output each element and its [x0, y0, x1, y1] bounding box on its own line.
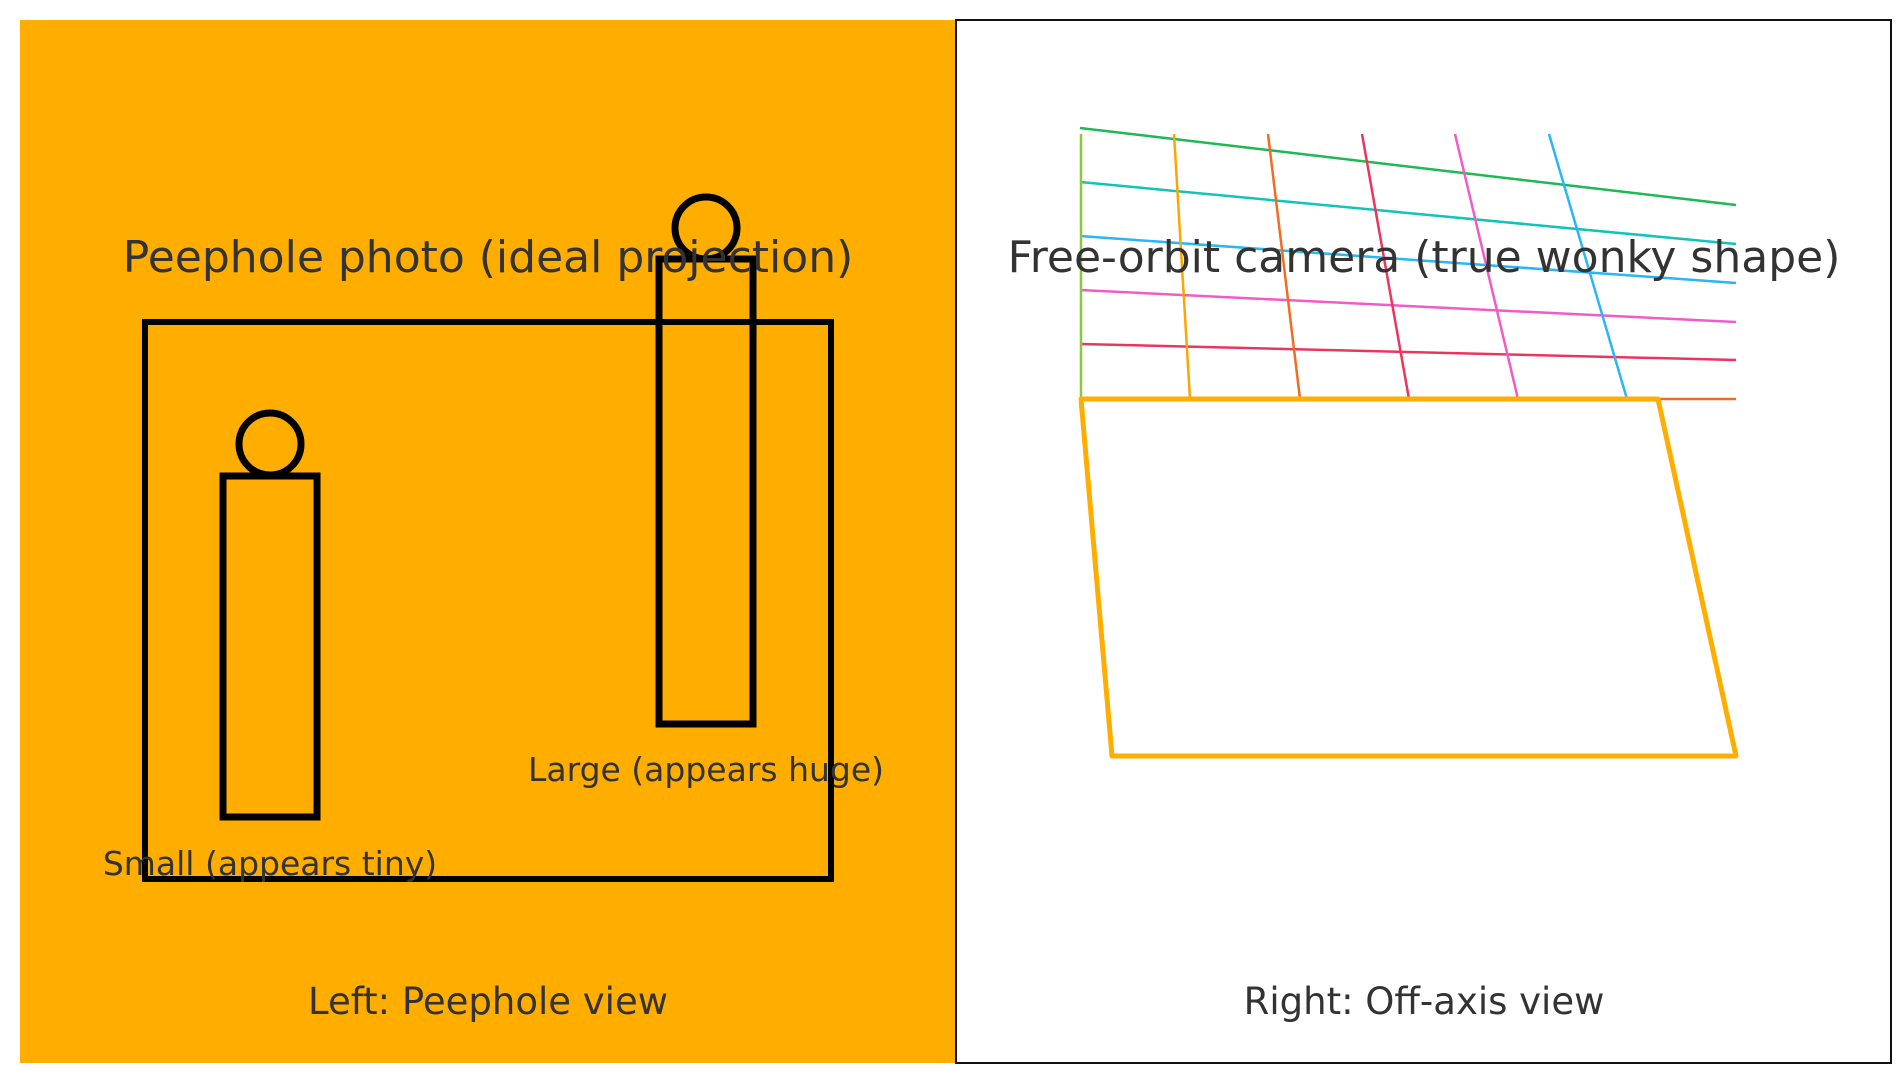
- large-figure-label: Large (appears huge): [528, 750, 884, 789]
- small-figure-label: Small (appears tiny): [103, 844, 437, 883]
- right-panel-title: Free-orbit camera (true wonky shape): [1008, 232, 1841, 283]
- small-person-body: [219, 472, 321, 821]
- right-panel: Free-orbit camera (true wonky shape) Rig…: [955, 19, 1892, 1064]
- grid-vertical-line: [1360, 133, 1411, 400]
- large-person-body: [655, 255, 757, 728]
- grid-vertical-line: [1172, 133, 1192, 400]
- right-panel-footer: Right: Off-axis view: [1244, 980, 1605, 1023]
- left-panel-title: Peephole photo (ideal projection): [123, 232, 854, 283]
- grid-vertical-line: [1547, 133, 1629, 400]
- grid-horizontal-line: [1079, 234, 1737, 285]
- grid-horizontal-line: [1079, 180, 1737, 246]
- grid-horizontal-line: [1079, 288, 1737, 324]
- grid-vertical-line: [1453, 133, 1520, 400]
- small-person-figure: [219, 409, 321, 821]
- grid-vertical-line: [1266, 133, 1302, 400]
- left-panel: Peephole photo (ideal projection) Large …: [20, 20, 955, 1063]
- large-person-figure: [655, 193, 757, 728]
- grid-horizontal-line: [1079, 126, 1737, 207]
- room-outline: [1078, 396, 1739, 759]
- left-panel-footer: Left: Peephole view: [308, 980, 668, 1023]
- grid-horizontal-line: [1079, 342, 1737, 362]
- photo-frame: [142, 319, 834, 882]
- left-panel-background: [20, 20, 955, 1063]
